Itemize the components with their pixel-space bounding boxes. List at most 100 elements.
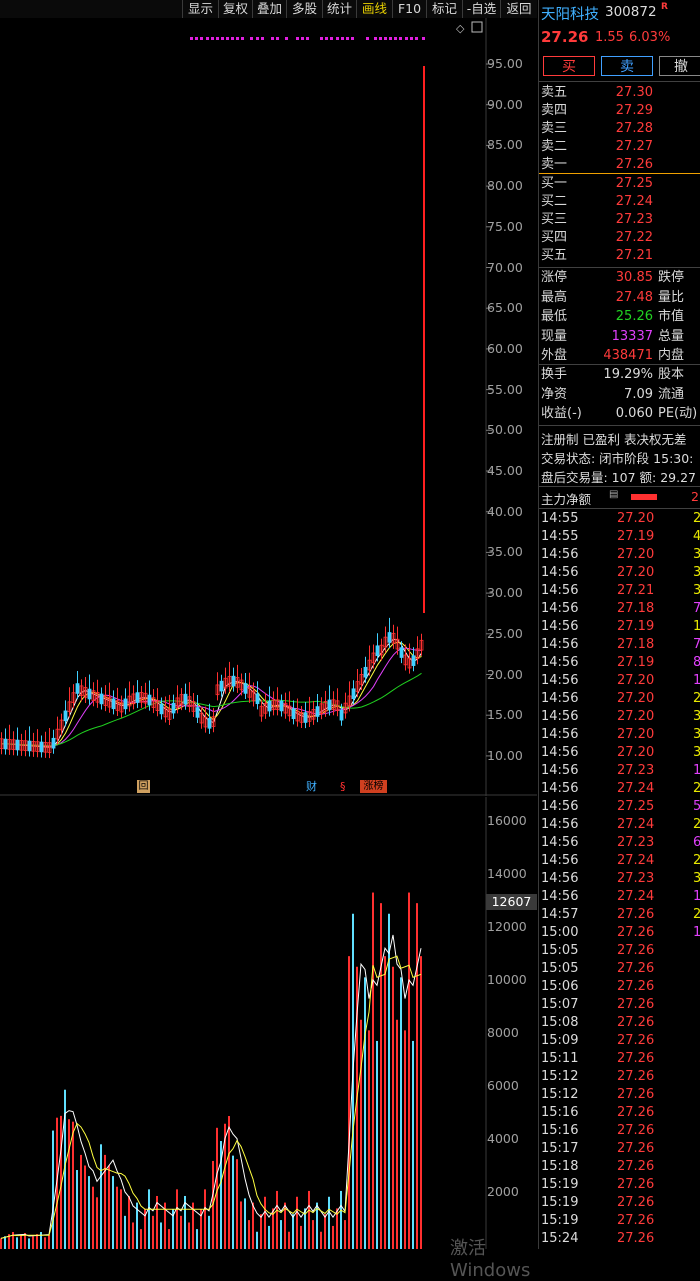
tick-price: 27.26 xyxy=(617,1195,655,1210)
candle-body xyxy=(15,739,20,751)
orderbook-row[interactable]: 卖三 27.28 xyxy=(539,120,700,138)
tick-price: 27.20 xyxy=(617,565,655,580)
tick-row[interactable]: 14:56 27.24 2 xyxy=(539,852,700,870)
toolbar-multi-stock-button[interactable]: 多股 xyxy=(286,0,322,18)
stat-label: 最高 xyxy=(541,289,568,305)
volume-bar xyxy=(240,1201,242,1249)
tick-row[interactable]: 14:56 27.20 3 xyxy=(539,708,700,726)
stat-label-secondary: 市值 xyxy=(658,309,685,324)
buy-button[interactable]: 买 xyxy=(543,56,595,76)
tick-row[interactable]: 15:05 27.26 xyxy=(539,942,700,960)
tick-row[interactable]: 15:17 27.26 xyxy=(539,1140,700,1158)
tick-row[interactable]: 14:56 27.20 3 xyxy=(539,726,700,744)
maximize-icon[interactable] xyxy=(471,21,483,33)
toolbar-display-button[interactable]: 显示 xyxy=(182,0,218,18)
toolbar-overlay-button[interactable]: 叠加 xyxy=(252,0,286,18)
cancel-order-button[interactable]: 撤 xyxy=(659,56,700,76)
tick-row[interactable]: 14:55 27.20 2 xyxy=(539,510,700,528)
tick-volume: 2 xyxy=(693,511,700,526)
tick-row[interactable]: 14:56 27.19 1 xyxy=(539,618,700,636)
tick-row[interactable]: 14:56 27.20 3 xyxy=(539,546,700,564)
candle-body xyxy=(267,700,272,712)
orderbook-row[interactable]: 卖四 27.29 xyxy=(539,102,700,120)
signal-dot xyxy=(236,37,239,40)
volume-bar xyxy=(396,1019,398,1249)
tick-row[interactable]: 14:56 27.18 7 xyxy=(539,600,700,618)
tick-row[interactable]: 15:12 27.26 xyxy=(539,1068,700,1086)
tick-row[interactable]: 15:19 27.26 xyxy=(539,1194,700,1212)
orderbook-row[interactable]: 买五 27.21 xyxy=(539,247,700,265)
toolbar-stats-button[interactable]: 统计 xyxy=(322,0,356,18)
diamond-icon[interactable]: ◇ xyxy=(456,22,465,35)
event-marker-finance[interactable]: 财 xyxy=(306,780,317,793)
orderbook-row[interactable]: 卖一 27.26 xyxy=(539,156,700,174)
tick-row[interactable]: 15:16 27.26 xyxy=(539,1122,700,1140)
tick-row[interactable]: 15:09 27.26 xyxy=(539,1032,700,1050)
tick-row[interactable]: 15:24 27.26 xyxy=(539,1230,700,1248)
stock-code: 300872 xyxy=(605,4,657,20)
volume-chart-canvas[interactable] xyxy=(0,797,537,1249)
tick-row[interactable]: 14:56 27.24 11 xyxy=(539,888,700,906)
tick-row[interactable]: 14:56 27.20 3 xyxy=(539,744,700,762)
tick-row[interactable]: 15:06 27.26 xyxy=(539,978,700,996)
toolbar-draw-button[interactable]: 画线 xyxy=(356,0,392,18)
tick-time: 15:18 xyxy=(541,1159,579,1174)
tick-row[interactable]: 15:16 27.26 xyxy=(539,1104,700,1122)
candle-body xyxy=(299,712,304,723)
tick-row[interactable]: 14:56 27.25 5 xyxy=(539,798,700,816)
tick-row[interactable]: 15:19 27.26 xyxy=(539,1176,700,1194)
event-marker-hui[interactable]: 回 xyxy=(137,780,150,793)
candle-body xyxy=(411,655,416,666)
orderbook-row[interactable]: 卖五 27.30 xyxy=(539,84,700,102)
toolbar-back-button[interactable]: 返回 xyxy=(500,0,537,18)
tick-row[interactable]: 14:57 27.26 2 xyxy=(539,906,700,924)
main-flow-menu-icon[interactable]: ▤ xyxy=(609,489,619,500)
volume-bar xyxy=(76,1170,78,1249)
tick-row[interactable]: 14:56 27.23 12 xyxy=(539,762,700,780)
toolbar-watchlist-button[interactable]: -自选 xyxy=(462,0,500,18)
tick-row[interactable]: 14:56 27.23 3 xyxy=(539,870,700,888)
orderbook-price: 27.24 xyxy=(615,194,653,209)
tick-row[interactable]: 15:18 27.26 xyxy=(539,1158,700,1176)
tick-row[interactable]: 15:12 27.26 xyxy=(539,1086,700,1104)
orderbook-row[interactable]: 买二 27.24 xyxy=(539,193,700,211)
volume-bar xyxy=(352,913,354,1249)
tick-row[interactable]: 14:56 27.21 3 xyxy=(539,582,700,600)
orderbook-row[interactable]: 买四 27.22 xyxy=(539,229,700,247)
tick-row[interactable]: 15:05 27.26 xyxy=(539,960,700,978)
tick-row[interactable]: 15:00 27.26 133 xyxy=(539,924,700,942)
toolbar-adjust-button[interactable]: 复权 xyxy=(218,0,252,18)
tick-row[interactable]: 14:56 27.20 2 xyxy=(539,690,700,708)
volume-chart[interactable]: 16000 14000 12000 10000 8000 6000 4000 2000 126… xyxy=(0,797,537,1281)
tick-price: 27.19 xyxy=(617,529,655,544)
event-marker-limit-up[interactable]: 涨榜 xyxy=(360,780,387,793)
candle-body xyxy=(107,696,112,708)
tick-row[interactable]: 14:56 27.23 6 xyxy=(539,834,700,852)
toolbar-f10-button[interactable]: F10 xyxy=(392,0,426,18)
orderbook-row[interactable]: 买三 27.23 xyxy=(539,211,700,229)
tick-row[interactable]: 14:56 27.20 11 xyxy=(539,672,700,690)
signal-dot xyxy=(374,37,377,40)
tick-row[interactable]: 14:56 27.20 3 xyxy=(539,564,700,582)
tick-row[interactable]: 15:11 27.26 xyxy=(539,1050,700,1068)
tick-row[interactable]: 14:56 27.24 2 xyxy=(539,780,700,798)
tick-row[interactable]: 14:55 27.19 4 xyxy=(539,528,700,546)
candle-body xyxy=(311,708,316,720)
tick-row[interactable]: 15:07 27.26 xyxy=(539,996,700,1014)
event-marker-s[interactable]: § xyxy=(340,780,346,793)
orderbook-row[interactable]: 买一 27.25 xyxy=(539,175,700,193)
tick-price: 27.26 xyxy=(617,943,655,958)
tick-row[interactable]: 14:56 27.19 8 xyxy=(539,654,700,672)
kline-chart-canvas[interactable]: ◇ xyxy=(0,18,537,796)
orderbook-row[interactable]: 卖二 27.27 xyxy=(539,138,700,156)
tick-price: 27.26 xyxy=(617,907,655,922)
tick-row[interactable]: 15:19 27.26 xyxy=(539,1212,700,1230)
toolbar-mark-button[interactable]: 标记 xyxy=(426,0,462,18)
tick-row[interactable]: 14:56 27.18 7 xyxy=(539,636,700,654)
kline-chart[interactable]: ◇ 95.00 90.00 85.00 80.00 75.00 70.00 65.00 60.… xyxy=(0,18,537,796)
tick-row[interactable]: 15:08 27.26 xyxy=(539,1014,700,1032)
tick-volume: 8 xyxy=(693,655,700,670)
tick-time: 14:57 xyxy=(541,907,579,922)
tick-row[interactable]: 14:56 27.24 2 xyxy=(539,816,700,834)
sell-button[interactable]: 卖 xyxy=(601,56,653,76)
